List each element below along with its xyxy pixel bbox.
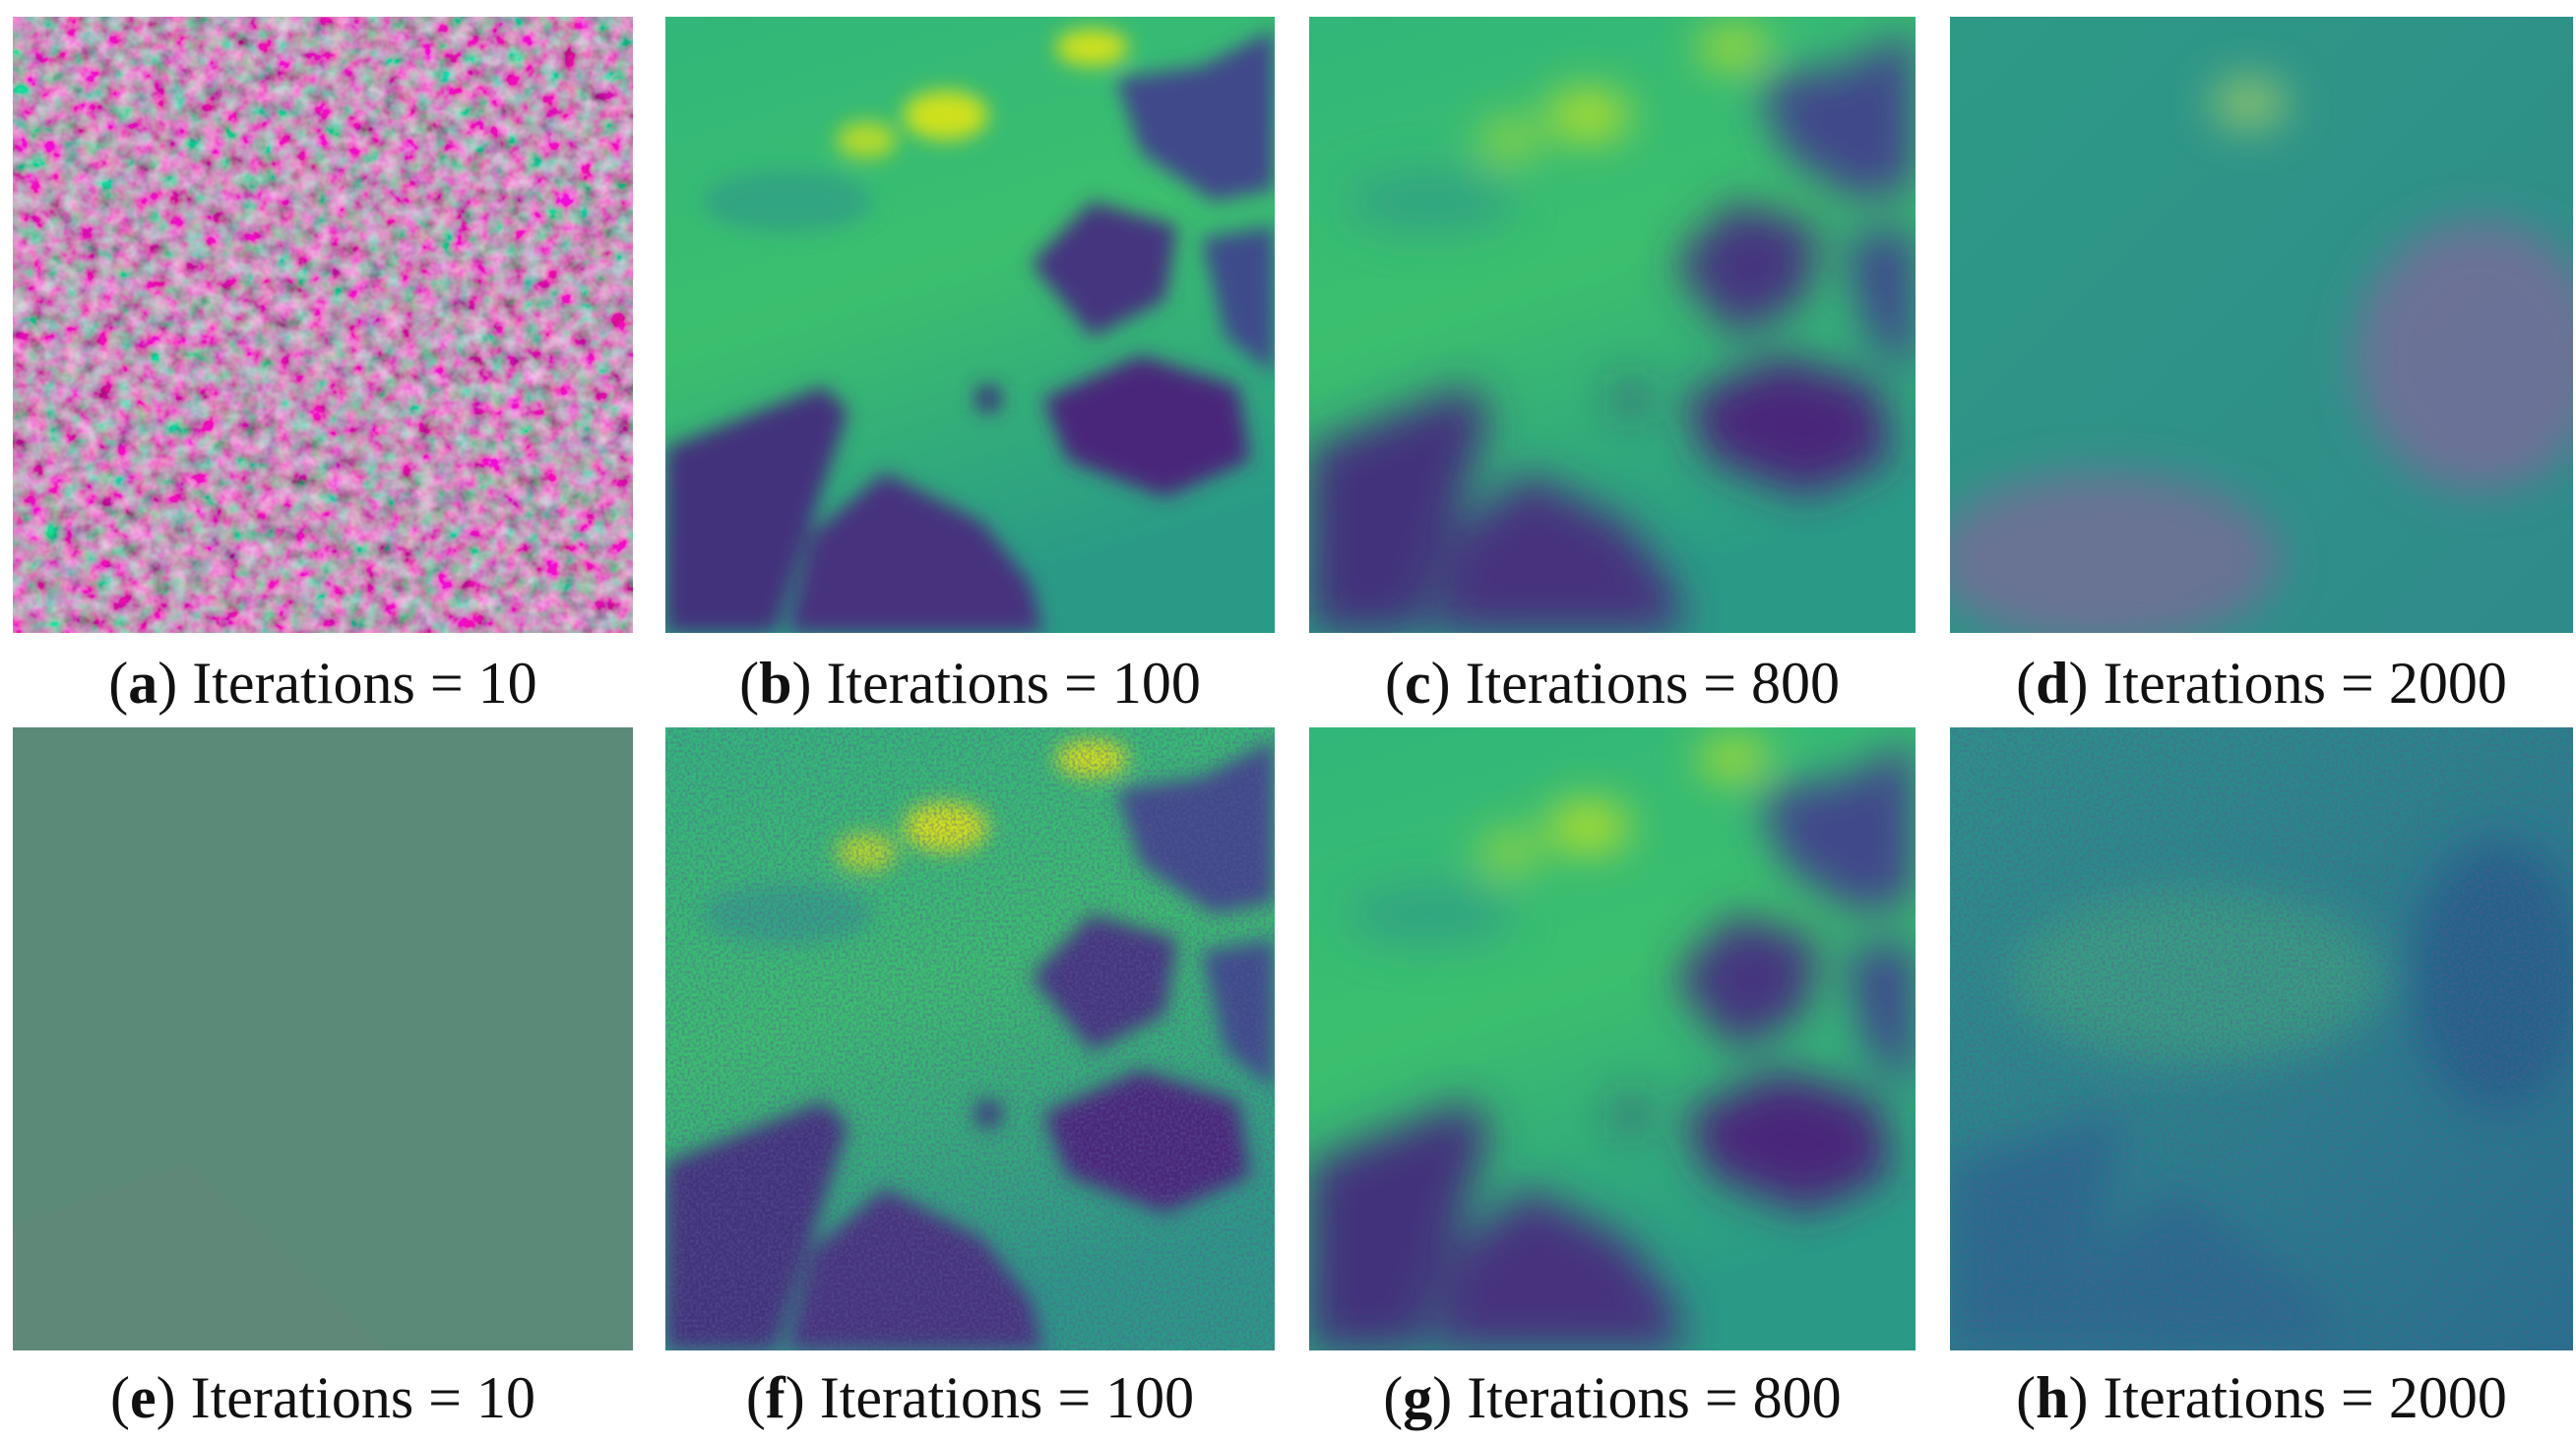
caption-text: ) Iterations = 10 [157,651,536,716]
caption-letter: c [1405,651,1431,716]
panel-caption: (e) Iterations = 10 [110,1365,535,1430]
panel-caption: (g) Iterations = 800 [1383,1365,1841,1430]
caption-letter: d [2036,651,2068,716]
caption-open: ( [110,1365,130,1430]
panel-caption: (a) Iterations = 10 [108,651,536,716]
caption-text: ) Iterations = 2000 [2068,1365,2506,1430]
panel-image [1950,17,2573,633]
caption-open: ( [2016,1365,2036,1430]
panel-image [1309,17,1916,633]
caption-letter: g [1403,1365,1432,1430]
caption-letter: f [766,1365,786,1430]
caption-open: ( [2016,651,2036,716]
caption-text: ) Iterations = 100 [785,1365,1194,1430]
caption-letter: b [759,651,791,716]
caption-open: ( [1383,1365,1403,1430]
caption-text: ) Iterations = 800 [1431,651,1840,716]
panel-image [665,17,1275,633]
panel-caption: (d) Iterations = 2000 [2016,651,2507,716]
caption-open: ( [1385,651,1405,716]
panel-caption: (f) Iterations = 100 [746,1365,1194,1430]
caption-letter: h [2036,1365,2068,1430]
caption-open: ( [108,651,128,716]
caption-letter: e [130,1365,157,1430]
caption-text: ) Iterations = 10 [157,1365,535,1430]
caption-open: ( [739,651,759,716]
panel-image [13,17,633,633]
caption-text: ) Iterations = 800 [1432,1365,1841,1430]
panel-image [1309,727,1916,1350]
panel-caption: (b) Iterations = 100 [739,651,1201,716]
panel-image [665,727,1275,1350]
panel-image [13,727,633,1350]
panel-caption: (c) Iterations = 800 [1385,651,1840,716]
caption-open: ( [746,1365,766,1430]
panel-caption: (h) Iterations = 2000 [2016,1365,2507,1430]
panel-image [1950,727,2573,1350]
caption-text: ) Iterations = 100 [791,651,1200,716]
caption-letter: a [128,651,157,716]
caption-text: ) Iterations = 2000 [2068,651,2506,716]
